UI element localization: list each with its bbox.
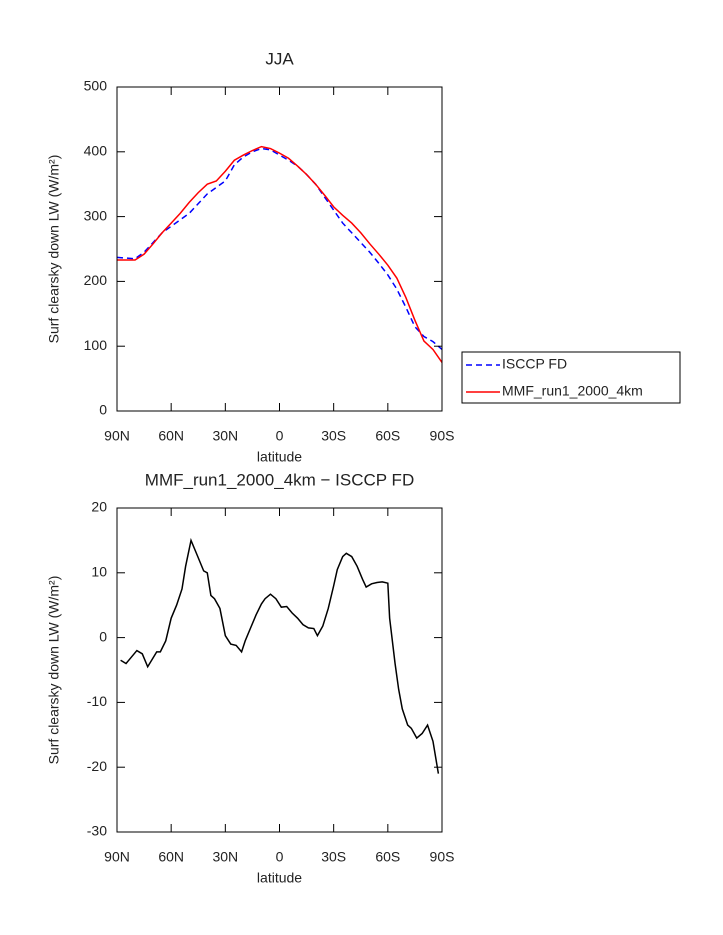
x-tick-label: 60S <box>375 849 400 865</box>
y-tick-label: 300 <box>84 207 108 223</box>
y-tick-label: 0 <box>99 402 107 418</box>
legend-box <box>461 351 681 404</box>
data-line <box>120 537 440 774</box>
x-axis-label: latitude <box>257 870 302 886</box>
x-tick-label: 90N <box>104 428 130 444</box>
x-tick-label: 60N <box>158 849 184 865</box>
y-axis-label: Surf clearsky down LW (W/m²) <box>46 155 62 344</box>
legend-label: MMF_run1_2000_4km <box>502 383 643 399</box>
y-tick-label: -20 <box>87 758 107 774</box>
x-tick-label: 90S <box>430 849 455 865</box>
y-tick-label: 400 <box>84 143 108 159</box>
y-tick-label: 0 <box>99 628 107 644</box>
y-tick-label: -10 <box>87 693 107 709</box>
x-tick-label: 30S <box>321 849 346 865</box>
x-tick-label: 60S <box>375 428 400 444</box>
y-tick-label: 20 <box>91 499 107 515</box>
x-tick-label: 30N <box>212 849 238 865</box>
x-axis-label: latitude <box>257 449 302 465</box>
data-line <box>117 145 443 363</box>
data-line <box>116 147 443 351</box>
y-tick-label: 200 <box>84 272 108 288</box>
x-tick-label: 90N <box>104 849 130 865</box>
legend-label: ISCCP FD <box>502 356 567 372</box>
chart-title: JJA <box>265 49 294 68</box>
x-tick-label: 0 <box>276 428 284 444</box>
y-axis-label: Surf clearsky down LW (W/m²) <box>46 576 62 765</box>
plot-frame <box>116 507 443 833</box>
x-tick-label: 30S <box>321 428 346 444</box>
x-tick-label: 0 <box>276 849 284 865</box>
y-tick-label: -30 <box>87 823 107 839</box>
plot-frame <box>116 86 443 412</box>
y-tick-label: 100 <box>84 337 108 353</box>
chart-title: MMF_run1_2000_4km − ISCCP FD <box>145 470 414 489</box>
x-tick-label: 60N <box>158 428 184 444</box>
y-tick-label: 500 <box>84 78 108 94</box>
y-tick-label: 10 <box>91 564 107 580</box>
x-tick-label: 30N <box>212 428 238 444</box>
x-tick-label: 90S <box>430 428 455 444</box>
